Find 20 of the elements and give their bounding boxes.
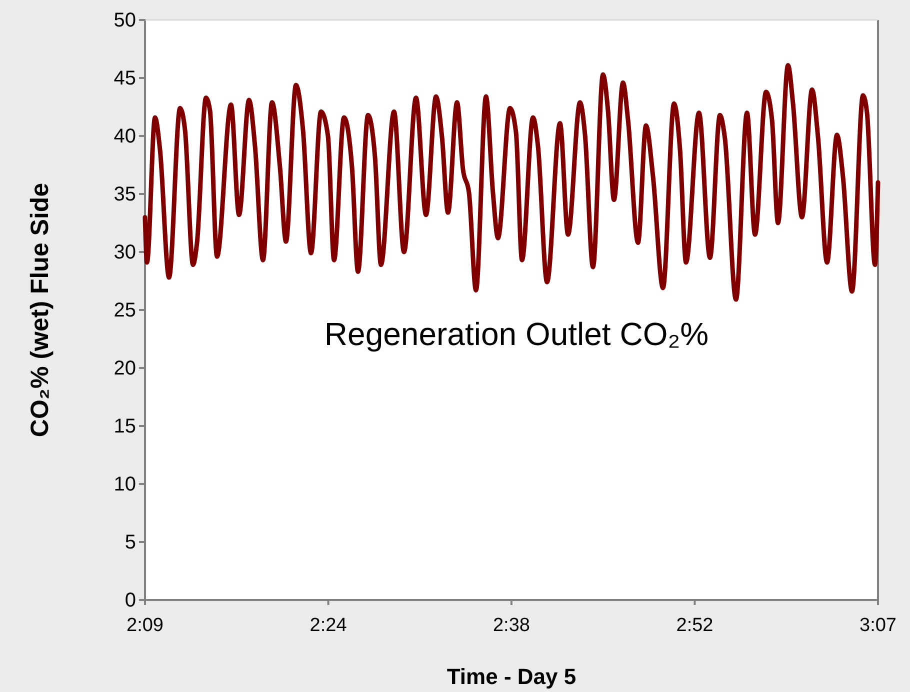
y-tick-label: 40 <box>114 125 136 148</box>
y-tick-label: 45 <box>114 67 136 90</box>
y-tick-label: 50 <box>114 9 136 32</box>
annotation: Regeneration Outlet CO₂% <box>324 316 709 352</box>
y-tick-label: 30 <box>114 241 136 264</box>
y-tick-label: 20 <box>114 357 136 380</box>
y-tick-label: 25 <box>114 299 136 322</box>
y-tick-label: 35 <box>114 183 136 206</box>
y-tick-label: 10 <box>114 473 136 496</box>
line-series <box>142 62 880 302</box>
y-tick-label: 15 <box>114 415 136 438</box>
x-tick-label: 2:38 <box>492 614 530 636</box>
x-tick-label: 3:07 <box>860 614 896 636</box>
y-tick-label: 5 <box>124 531 136 554</box>
y-axis-title: CO₂% (wet) Flue Side <box>26 182 54 438</box>
x-tick-label: 2:09 <box>126 614 164 636</box>
x-tick-label: 2:52 <box>676 614 714 636</box>
y-tick-label: 0 <box>124 589 136 612</box>
x-tick-label: 2:24 <box>310 614 348 636</box>
x-axis-title: Time - Day 5 <box>446 664 576 689</box>
